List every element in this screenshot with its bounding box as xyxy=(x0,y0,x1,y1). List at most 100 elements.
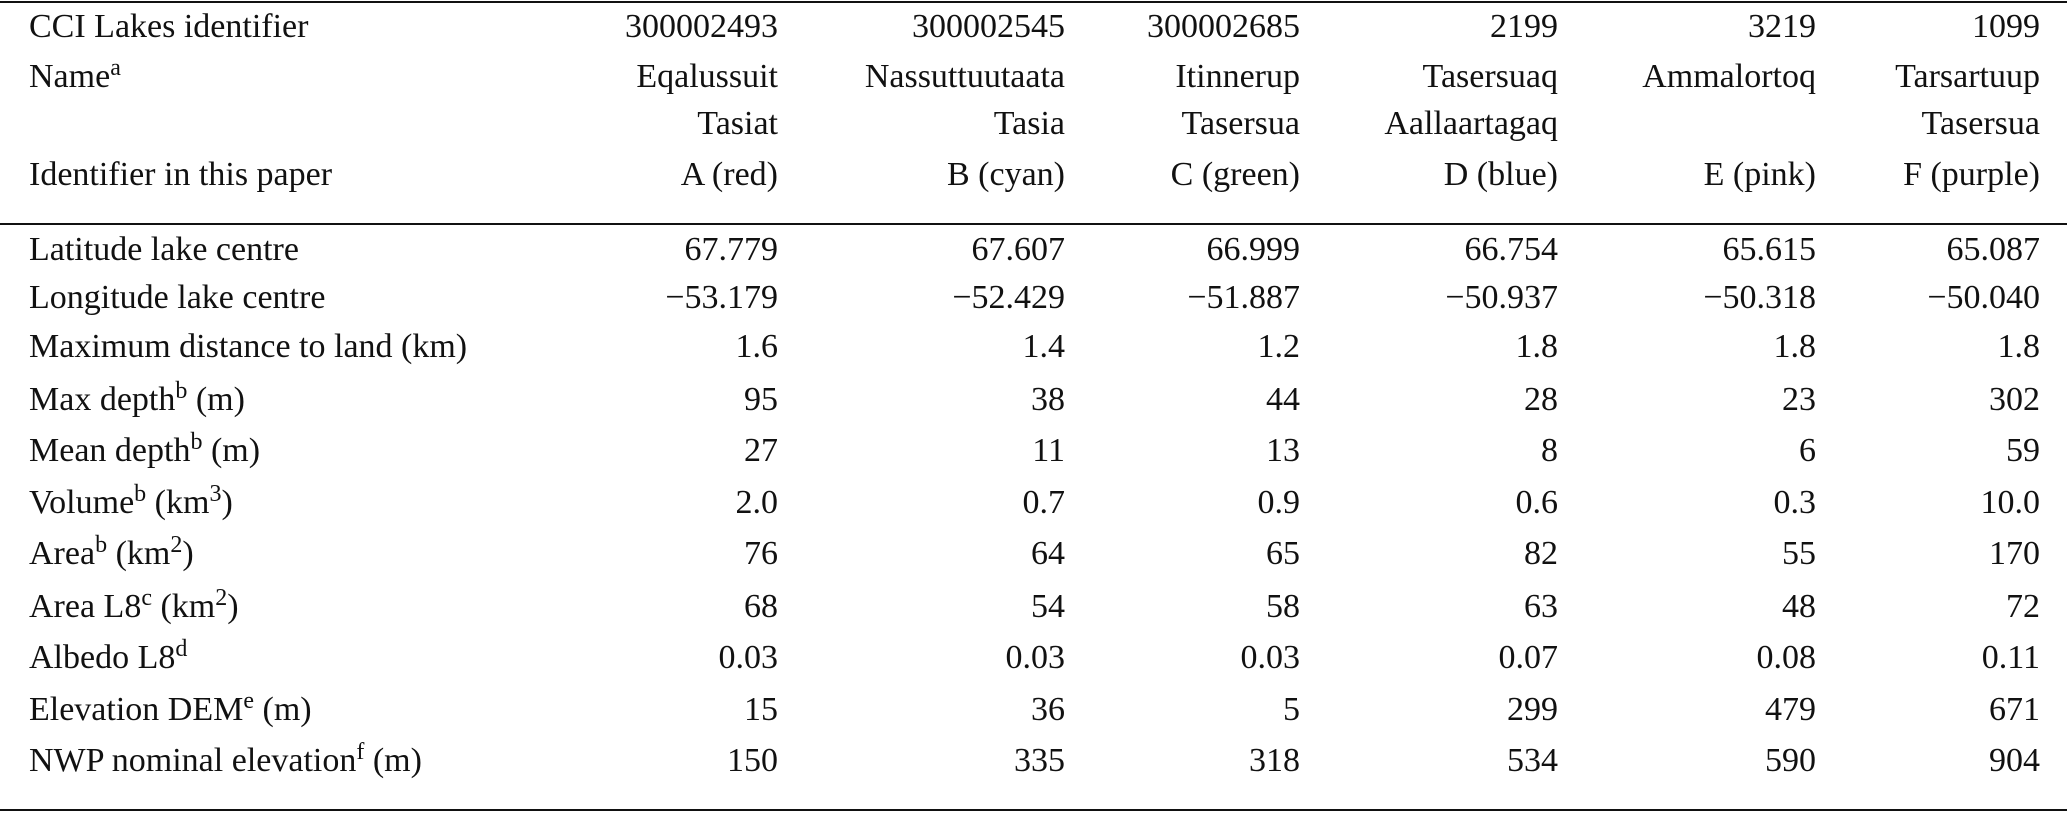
label-part: ) xyxy=(227,588,238,625)
cell: 10.0 xyxy=(1981,484,2041,521)
column-paper-id: C (green) xyxy=(1171,156,1300,193)
label-part: Albedo L8 xyxy=(29,639,175,676)
superscript: f xyxy=(356,739,364,765)
column-paper-id: F (purple) xyxy=(1903,156,2040,193)
column-name: Tasersuaq xyxy=(1423,58,1558,95)
superscript: 3 xyxy=(209,481,221,507)
superscript: 2 xyxy=(170,532,182,558)
cell: −53.179 xyxy=(665,279,778,316)
cell: 0.03 xyxy=(1006,639,1066,676)
row-label: Maximum distance to land (km) xyxy=(29,328,467,365)
label-part: (m) xyxy=(254,691,312,728)
cell: 534 xyxy=(1507,742,1558,779)
cell: 67.607 xyxy=(972,231,1066,268)
cell: 335 xyxy=(1014,742,1065,779)
cell: −51.887 xyxy=(1187,279,1300,316)
cell: 0.6 xyxy=(1516,484,1559,521)
cell: 65.087 xyxy=(1947,231,2041,268)
cell: 64 xyxy=(1031,535,1065,572)
cell: 59 xyxy=(2006,432,2040,469)
column-identifier: 300002545 xyxy=(912,8,1065,45)
cell: 76 xyxy=(744,535,778,572)
cell: 0.3 xyxy=(1774,484,1817,521)
label-part: (km xyxy=(107,535,170,572)
column-name: Tasiat xyxy=(697,105,778,142)
cell: 6 xyxy=(1799,432,1816,469)
column-name: Tasia xyxy=(994,105,1065,142)
row-label: Mean depthb (m) xyxy=(29,429,260,469)
cell: 28 xyxy=(1524,381,1558,418)
label-part: Mean depth xyxy=(29,432,190,469)
superscript: e xyxy=(243,688,254,714)
column-identifier: 300002493 xyxy=(625,8,778,45)
cell: 38 xyxy=(1031,381,1065,418)
cell: 68 xyxy=(744,588,778,625)
column-identifier: 1099 xyxy=(1972,8,2040,45)
cell: 0.9 xyxy=(1258,484,1301,521)
column-identifier: 3219 xyxy=(1748,8,1816,45)
superscript: b xyxy=(190,429,202,455)
superscript: 2 xyxy=(215,585,227,611)
cell: 150 xyxy=(727,742,778,779)
cell: 36 xyxy=(1031,691,1065,728)
cell: 299 xyxy=(1507,691,1558,728)
label-part: (km xyxy=(152,588,215,625)
column-paper-id: E (pink) xyxy=(1704,156,1816,193)
superscript: b xyxy=(95,532,107,558)
label-part: Longitude lake centre xyxy=(29,279,325,316)
cell: 1.6 xyxy=(736,328,779,365)
cell: 0.07 xyxy=(1499,639,1559,676)
column-paper-id: A (red) xyxy=(681,156,778,193)
cell: 15 xyxy=(744,691,778,728)
column-name: Tarsartuup xyxy=(1895,58,2040,95)
cell: 1.8 xyxy=(1774,328,1817,365)
cell: 58 xyxy=(1266,588,1300,625)
row-label: Albedo L8d xyxy=(29,636,187,676)
row-label: Max depthb (m) xyxy=(29,378,245,418)
cell: 170 xyxy=(1989,535,2040,572)
cell: 54 xyxy=(1031,588,1065,625)
label-part: (m) xyxy=(364,742,422,779)
label-part: Elevation DEM xyxy=(29,691,243,728)
superscript: b xyxy=(134,481,146,507)
column-identifier: 2199 xyxy=(1490,8,1558,45)
superscript: a xyxy=(110,55,121,81)
cell: 8 xyxy=(1541,432,1558,469)
label-part: Volume xyxy=(29,484,134,521)
cell: 48 xyxy=(1782,588,1816,625)
cell: 66.754 xyxy=(1465,231,1559,268)
cell: 671 xyxy=(1989,691,2040,728)
column-name: Aallaartagaq xyxy=(1384,105,1558,142)
cell: 2.0 xyxy=(736,484,779,521)
label-part: (km xyxy=(146,484,209,521)
cell: 904 xyxy=(1989,742,2040,779)
cell: 82 xyxy=(1524,535,1558,572)
cell: 1.4 xyxy=(1023,328,1066,365)
cell: 27 xyxy=(744,432,778,469)
cell: −50.937 xyxy=(1445,279,1558,316)
cell: 11 xyxy=(1032,432,1065,469)
superscript: d xyxy=(175,636,187,662)
row-label: NWP nominal elevationf (m) xyxy=(29,739,422,779)
cell: 65.615 xyxy=(1723,231,1817,268)
column-name: Nassuttuutaata xyxy=(865,58,1065,95)
row-label: Elevation DEMe (m) xyxy=(29,688,312,728)
label-part: Area L8 xyxy=(29,588,141,625)
row-label: Areab (km2) xyxy=(29,532,194,572)
cell: 0.03 xyxy=(1241,639,1301,676)
header-label: Identifier in this paper xyxy=(29,156,333,193)
cell: 95 xyxy=(744,381,778,418)
label-part: Maximum distance to land (km) xyxy=(29,328,467,365)
cell: 1.8 xyxy=(1998,328,2041,365)
cell: 55 xyxy=(1782,535,1816,572)
cell: 23 xyxy=(1782,381,1816,418)
superscript: b xyxy=(175,378,187,404)
row-label: Volumeb (km3) xyxy=(29,481,233,521)
row-label: Longitude lake centre xyxy=(29,279,325,316)
label-part: Name xyxy=(29,58,110,95)
label-part: ) xyxy=(221,484,232,521)
cell: −50.318 xyxy=(1703,279,1816,316)
cell: 1.8 xyxy=(1516,328,1559,365)
label-part: (m) xyxy=(187,381,245,418)
